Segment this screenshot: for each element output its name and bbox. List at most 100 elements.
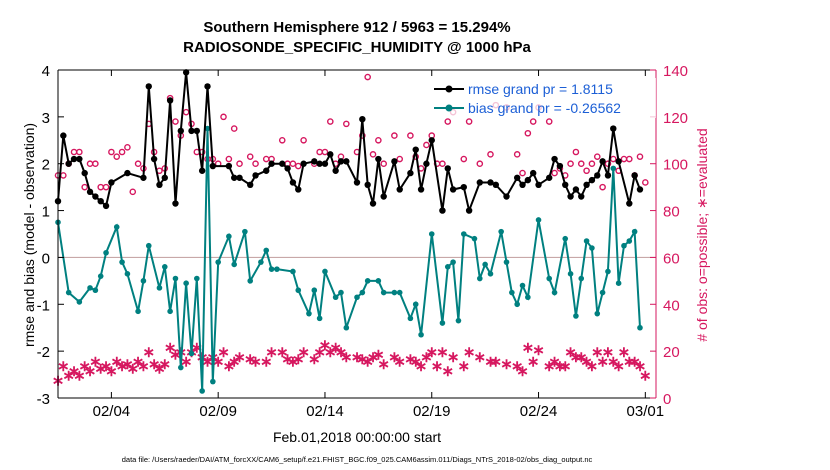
bias-point (161, 264, 168, 270)
obs-evaluated-point: ∗ (153, 361, 166, 378)
bias-point (156, 285, 163, 291)
bias-point (439, 320, 446, 326)
y-tick-label-right: 80 (663, 204, 680, 221)
bias-point (113, 224, 120, 230)
rmse-point (316, 160, 323, 167)
bias-point (375, 278, 382, 284)
obs-possible-point (134, 160, 142, 168)
rmse-point (76, 155, 83, 163)
bias-point (258, 259, 264, 265)
obs-evaluated-point: ∗ (372, 346, 385, 363)
bias-point (145, 242, 152, 249)
obs-possible-point (76, 148, 83, 156)
rmse-point (156, 181, 163, 188)
x-tick-label: 02/14 (306, 403, 344, 420)
obs-evaluated-point: ∗ (554, 358, 567, 375)
obs-possible-point (81, 183, 88, 191)
obs-evaluated-point: ∗ (484, 354, 497, 371)
obs-possible-point (407, 132, 414, 139)
legend-bias-label: bias grand pr = -0.26562 (468, 100, 621, 116)
obs-evaluated-point: ∗ (100, 358, 113, 375)
obs-evaluated-point: ∗ (543, 358, 556, 375)
x-tick-label: 02/24 (520, 403, 558, 420)
obs-possible-point (70, 148, 78, 156)
plot-area: ∗∗∗∗∗∗∗∗∗∗∗∗∗∗∗∗∗∗∗∗∗∗∗∗∗∗∗∗∗∗∗∗∗∗∗∗∗∗∗∗… (37, 63, 688, 420)
rmse-point (236, 174, 243, 181)
obs-evaluated-point: ∗ (618, 344, 631, 361)
obs-evaluated-point: ∗ (265, 344, 278, 361)
bias-point (364, 278, 371, 284)
obs-possible-point (124, 144, 131, 151)
obs-evaluated-point: ∗ (404, 351, 417, 368)
bias-point (412, 301, 419, 308)
y-tick-label-right: 120 (663, 110, 688, 127)
bias-point (578, 275, 585, 282)
obs-possible-point (316, 148, 323, 156)
obs-evaluated-point: ∗ (340, 349, 353, 366)
obs-evaluated-point: ∗ (463, 344, 476, 361)
rmse-point (279, 160, 286, 167)
obs-possible-point (118, 148, 126, 156)
obs-possible-point (439, 160, 446, 168)
rmse-point (188, 127, 195, 135)
obs-possible-point (551, 169, 558, 177)
bias-point (482, 261, 488, 268)
rmse-point (182, 69, 190, 76)
bias-point (97, 273, 104, 279)
legend-rmse-marker (445, 85, 453, 93)
obs-possible-point (513, 151, 521, 158)
rmse-point (391, 158, 398, 165)
rmse-point (546, 174, 553, 181)
chart-title-line2: RADIOSONDE_SPECIFIC_HUMIDITY @ 1000 hPa (183, 39, 531, 56)
rmse-point (449, 186, 457, 193)
obs-evaluated-point: ∗ (532, 342, 545, 359)
bias-point (428, 231, 435, 237)
obs-evaluated-point: ∗ (522, 339, 535, 356)
rmse-point (396, 186, 403, 193)
rmse-point (487, 179, 494, 186)
rmse-point (145, 83, 152, 90)
rmse-point (140, 174, 147, 181)
bias-point (247, 278, 254, 284)
bias-point (525, 294, 531, 301)
obs-possible-point (519, 169, 526, 177)
rmse-point (594, 172, 601, 179)
obs-evaluated-point: ∗ (158, 356, 171, 373)
bias-point (583, 238, 590, 244)
obs-evaluated-point: ∗ (73, 368, 86, 385)
bias-point (210, 378, 216, 385)
rmse-point (610, 125, 617, 132)
obs-evaluated-point: ∗ (62, 368, 75, 385)
rmse-point (86, 188, 94, 196)
obs-evaluated-point: ∗ (249, 354, 262, 371)
obs-possible-point (636, 153, 644, 160)
bias-point (322, 268, 328, 275)
rmse-point (204, 83, 211, 90)
obs-possible-point (476, 160, 484, 168)
bias-point (477, 275, 483, 282)
obs-evaluated-point: ∗ (260, 354, 273, 371)
obs-evaluated-point: ∗ (639, 368, 652, 385)
obs-evaluated-point: ∗ (57, 358, 70, 375)
bias-point (418, 331, 424, 338)
obs-evaluated-point: ∗ (308, 351, 321, 368)
footnote: data file: /Users/raeder/DAI/ATM_forcXX/… (122, 455, 593, 464)
bias-point (316, 315, 323, 322)
bias-point (87, 285, 93, 291)
rmse-point (81, 169, 88, 177)
rmse-point (198, 167, 206, 174)
rmse-point (300, 160, 307, 167)
bias-point (450, 259, 456, 265)
rmse-point (588, 176, 596, 184)
obs-evaluated-point: ∗ (447, 349, 460, 366)
obs-evaluated-point: ∗ (634, 358, 647, 375)
obs-possible-point (246, 153, 254, 160)
bias-point (626, 238, 633, 244)
bias-point (311, 287, 318, 294)
bias-point (460, 231, 467, 237)
rmse-point (529, 169, 537, 177)
bias-point (407, 315, 414, 322)
y-tick-label-right: 60 (663, 250, 680, 267)
obs-possible-point (343, 120, 350, 128)
